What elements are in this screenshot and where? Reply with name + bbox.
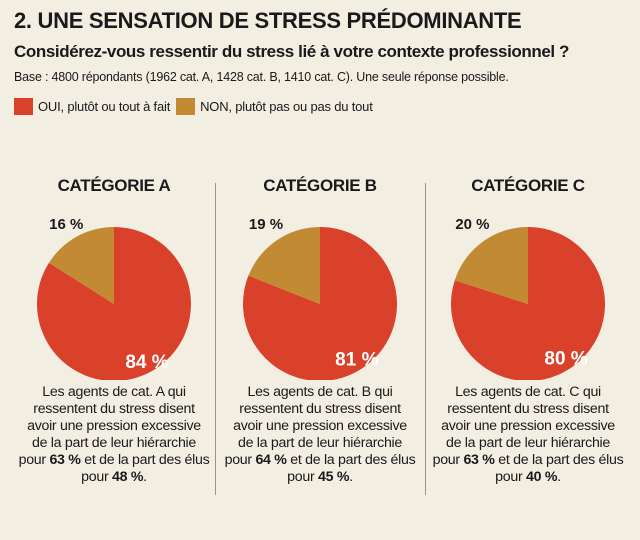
elected-pressure-value: 45 %	[318, 469, 350, 485]
column-divider-2	[425, 183, 426, 495]
survey-question: Considérez-vous ressentir du stress lié …	[14, 42, 570, 61]
pie-slice-yes	[451, 227, 605, 380]
hierarchy-pressure-value: 63 %	[49, 452, 81, 468]
panel-description: Les agents de cat. B qui ressentent du s…	[224, 384, 416, 485]
pie-slice-no	[48, 227, 114, 304]
pie-chart-c: 80 % 20 %	[451, 216, 605, 380]
pie-slice-yes	[242, 227, 397, 380]
legend: OUI, plutôt ou tout à fait NON, plutôt p…	[14, 98, 379, 115]
panel-category-c: CATÉGORIE C 80 % 20 % Les agents de cat.…	[428, 176, 628, 486]
panel-category-a: CATÉGORIE A 84 % 16 % Les agents de cat.…	[14, 176, 214, 486]
pie-label-no: 16 %	[49, 216, 83, 233]
pie-chart-b: 81 % 19 %	[242, 216, 397, 380]
legend-item-yes: OUI, plutôt ou tout à fait	[14, 98, 170, 115]
hierarchy-pressure-value: 63 %	[463, 452, 495, 468]
panel-category-b: CATÉGORIE B 81 % 19 % Les agents de cat.…	[220, 176, 420, 486]
chart-title: CATÉGORIE B	[263, 176, 377, 195]
elected-pressure-value: 48 %	[112, 469, 144, 485]
page-title: 2. UNE SENSATION DE STRESS PRÉDOMINANTE	[14, 8, 522, 33]
chart-title: CATÉGORIE A	[57, 176, 171, 195]
legend-swatch-no	[176, 98, 196, 115]
pie-slice-no	[248, 227, 320, 304]
chart-title: CATÉGORIE C	[471, 176, 585, 195]
legend-label-yes: OUI, plutôt ou tout à fait	[38, 99, 171, 114]
legend-label-no: NON, plutôt pas ou pas du tout	[200, 99, 373, 114]
panel-description: Les agents de cat. A qui ressentent du s…	[18, 384, 210, 485]
legend-swatch-yes	[14, 98, 33, 115]
pie-slice-yes	[37, 227, 191, 380]
pie-chart-a: 84 % 16 %	[37, 216, 191, 380]
pie-label-yes: 81 %	[335, 349, 378, 370]
pie-label-no: 20 %	[455, 216, 489, 233]
elected-pressure-value: 40 %	[526, 469, 558, 485]
pie-label-yes: 80 %	[544, 349, 587, 370]
pie-label-yes: 84 %	[125, 352, 168, 373]
column-divider-1	[215, 183, 216, 495]
hierarchy-pressure-value: 64 %	[255, 452, 287, 468]
pie-slice-no	[454, 227, 528, 304]
legend-item-no: NON, plutôt pas ou pas du tout	[176, 98, 373, 115]
survey-base-note: Base : 4800 répondants (1962 cat. A, 142…	[14, 70, 509, 84]
pie-label-no: 19 %	[249, 216, 283, 233]
panel-description: Les agents de cat. C qui ressentent du s…	[432, 384, 624, 485]
